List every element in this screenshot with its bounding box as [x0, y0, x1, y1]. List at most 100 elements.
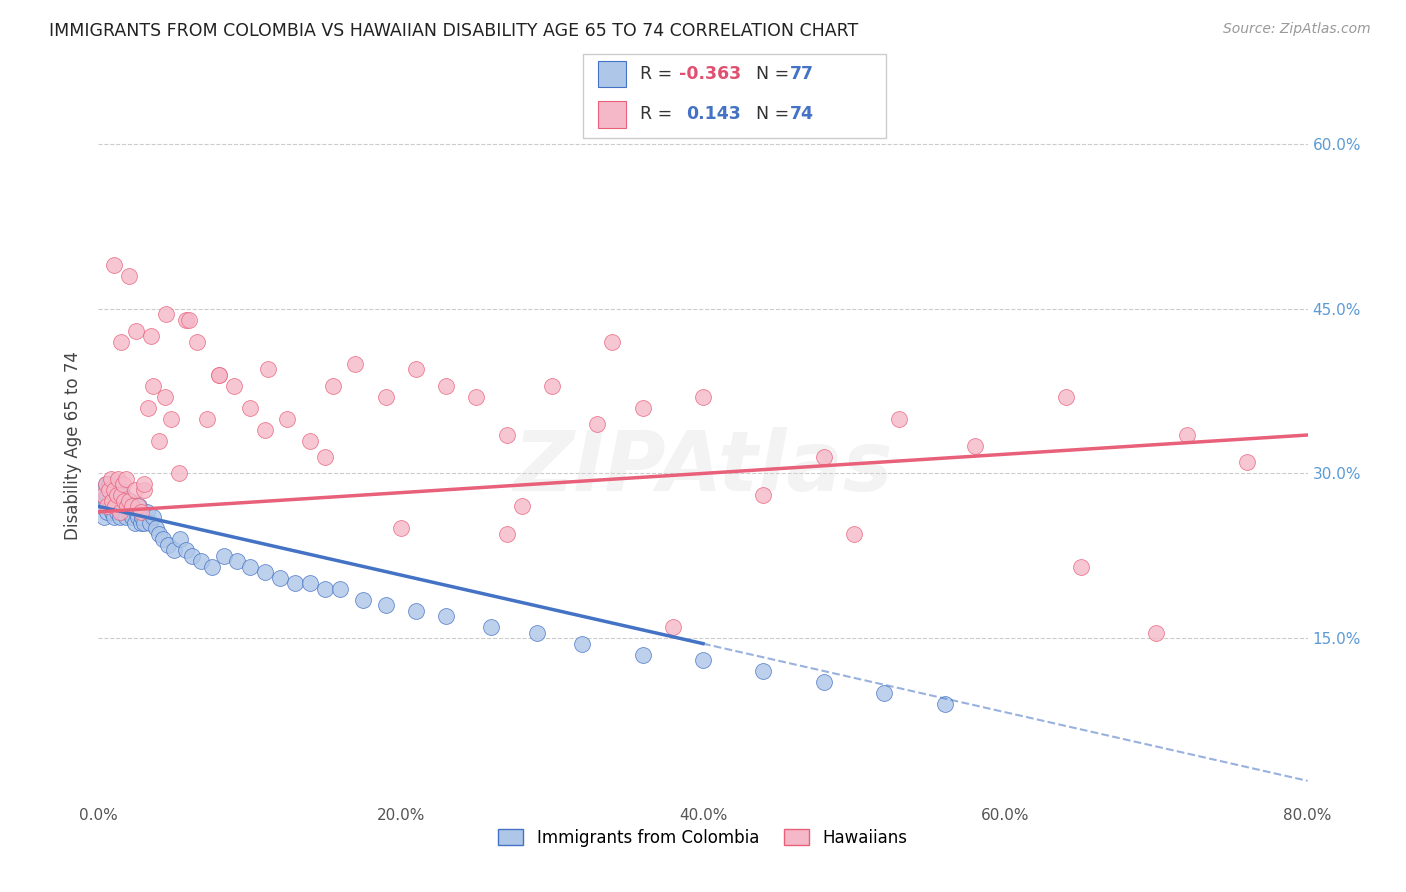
Point [101, 505, 124, 519]
Point [299, 576, 322, 591]
Text: 74: 74 [790, 105, 814, 123]
Point [108, 494, 131, 508]
Point [110, 483, 132, 497]
Point [127, 510, 149, 524]
Point [155, 307, 177, 321]
Point [181, 549, 204, 563]
Point [96, 505, 118, 519]
Point [91, 488, 114, 502]
Y-axis label: Disability Age 65 to 74: Disability Age 65 to 74 [65, 351, 83, 541]
Point [208, 368, 231, 382]
Point [284, 576, 307, 591]
Point [661, 620, 683, 634]
Point [1070, 559, 1092, 574]
Point [142, 510, 165, 524]
Point [163, 543, 186, 558]
Point [174, 312, 197, 326]
Point [142, 378, 165, 392]
Point [90, 500, 112, 514]
Point [111, 505, 134, 519]
Point [139, 516, 162, 530]
Point [132, 477, 155, 491]
Point [127, 500, 149, 514]
Point [98, 494, 121, 508]
Point [111, 488, 134, 502]
Point [152, 533, 174, 547]
Point [103, 494, 125, 508]
Point [965, 439, 987, 453]
Point [253, 423, 276, 437]
Point [132, 483, 155, 497]
Point [813, 675, 835, 690]
Point [169, 533, 191, 547]
Point [186, 334, 208, 349]
Point [124, 516, 146, 530]
Point [107, 472, 129, 486]
Point [692, 653, 714, 667]
Text: N =: N = [745, 105, 794, 123]
Point [190, 554, 212, 568]
Point [105, 505, 128, 519]
Point [239, 559, 262, 574]
Point [495, 526, 517, 541]
Point [93, 510, 115, 524]
Point [526, 625, 548, 640]
Point [224, 378, 246, 392]
Point [125, 505, 148, 519]
Point [299, 434, 322, 448]
Point [96, 500, 118, 514]
Point [129, 505, 152, 519]
Point [481, 620, 503, 634]
Point [405, 604, 427, 618]
Point [135, 505, 157, 519]
Point [107, 483, 129, 497]
Point [122, 500, 145, 514]
Text: 0.143: 0.143 [686, 105, 741, 123]
Point [586, 417, 609, 431]
Point [873, 686, 896, 700]
Point [103, 510, 125, 524]
Point [118, 268, 141, 283]
Point [136, 401, 159, 415]
Text: Source: ZipAtlas.com: Source: ZipAtlas.com [1223, 22, 1371, 37]
Point [1144, 625, 1167, 640]
Point [314, 450, 336, 464]
Point [115, 500, 138, 514]
Point [344, 357, 367, 371]
Point [160, 411, 183, 425]
Point [131, 510, 153, 524]
Point [571, 637, 593, 651]
Point [148, 526, 170, 541]
Point [100, 500, 122, 514]
Point [110, 488, 132, 502]
Point [934, 697, 956, 711]
Point [105, 488, 128, 502]
Point [174, 543, 197, 558]
Text: ZIPAtlas: ZIPAtlas [513, 427, 893, 508]
Point [495, 428, 517, 442]
Point [352, 592, 374, 607]
Point [121, 500, 143, 514]
Point [389, 521, 412, 535]
Point [201, 559, 224, 574]
Point [94, 477, 117, 491]
Point [124, 483, 146, 497]
Point [208, 368, 231, 382]
Point [104, 500, 127, 514]
Point [110, 500, 132, 514]
Point [108, 505, 131, 519]
Point [602, 334, 624, 349]
Point [1236, 455, 1258, 469]
Point [631, 648, 654, 662]
Point [118, 505, 141, 519]
Point [434, 609, 457, 624]
Point [111, 477, 134, 491]
Point [405, 362, 427, 376]
Point [101, 494, 124, 508]
Point [120, 494, 142, 508]
Text: R =: R = [640, 105, 683, 123]
Point [132, 516, 155, 530]
Point [91, 488, 114, 502]
Point [96, 488, 118, 502]
Text: N =: N = [745, 65, 794, 83]
